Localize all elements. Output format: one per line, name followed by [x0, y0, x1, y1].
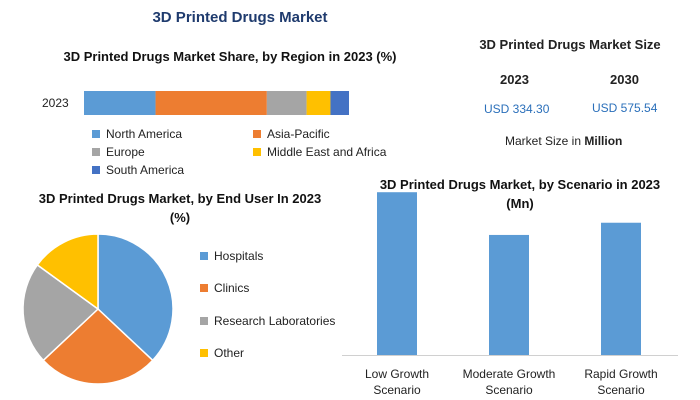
legend-label: South America	[106, 163, 185, 177]
legend-swatch	[200, 252, 208, 260]
x-tick-label-line: Rapid Growth	[584, 367, 658, 381]
legend-label: Asia-Pacific	[267, 127, 330, 141]
bar-moderate-growth-scenario	[489, 234, 529, 355]
x-tick-label-rapid-growth-scenario: Rapid Growth Scenario	[566, 366, 676, 398]
legend-item-hospitals: Hospitals	[200, 249, 263, 263]
bar-segment-south-america	[330, 91, 349, 115]
market-size-note: Market Size in Million	[505, 134, 622, 148]
market-size-2023-value: USD 334.30	[484, 102, 550, 116]
legend-item-clinics: Clinics	[200, 281, 249, 295]
bar-rapid-growth-scenario	[601, 222, 641, 355]
x-tick-label-line: Scenario	[485, 383, 533, 397]
legend-item-research-laboratories: Research Laboratories	[200, 314, 335, 328]
legend-swatch	[253, 148, 261, 156]
legend-swatch	[92, 130, 100, 138]
x-tick-label-line: Low Growth	[364, 367, 430, 381]
bar-segment-europe	[266, 91, 307, 115]
x-tick-label-low-growth-scenario: Low Growth Scenario	[342, 366, 452, 398]
legend-swatch	[253, 130, 261, 138]
legend-label: Clinics	[214, 281, 250, 295]
legend-label: North America	[106, 127, 183, 141]
legend-item-other: Other	[200, 346, 244, 360]
end-user-chart-title: 3D Printed Drugs Market, by End User In …	[38, 191, 322, 225]
scenario-chart-title: 3D Printed Drugs Market, by Scenario in …	[379, 177, 661, 211]
region-chart-title: 3D Printed Drugs Market Share, by Region…	[63, 49, 397, 64]
bar-segment-asia-pacific	[155, 91, 267, 115]
legend-swatch	[92, 166, 100, 174]
legend-label: Hospitals	[214, 249, 264, 263]
legend-swatch	[200, 317, 208, 325]
market-size-note-unit: Million	[584, 134, 623, 148]
legend-label: Research Laboratories	[214, 314, 336, 328]
pie-slice-research-laboratories	[22, 263, 100, 362]
x-tick-label-moderate-growth-scenario: Moderate Growth Scenario	[454, 366, 564, 398]
x-tick-label-line: Scenario	[597, 383, 645, 397]
pie-slice-other	[36, 233, 99, 311]
end-user-pie	[22, 233, 174, 385]
pie-slice-hospitals	[97, 233, 174, 362]
legend-item-north-america: North America	[92, 127, 182, 141]
legend-label: Other	[214, 346, 245, 360]
legend-label: Middle East and Africa	[267, 145, 387, 159]
x-tick-label-line: Moderate Growth	[462, 367, 556, 381]
legend-label: Europe	[106, 145, 145, 159]
region-stacked-bar: 2023	[42, 91, 349, 115]
market-size-note-prefix: Market Size in	[505, 134, 585, 148]
y-tick-label-2023: 2023	[42, 96, 69, 110]
market-size-2030-value: USD 575.54	[592, 101, 658, 115]
legend-swatch	[92, 148, 100, 156]
legend-item-south-america: South America	[92, 163, 184, 177]
main-title: 3D Printed Drugs Market	[152, 9, 328, 26]
bar-segment-middle-east-and-africa	[306, 91, 331, 115]
year-2023-label: 2023	[500, 72, 529, 87]
legend-item-europe: Europe	[92, 145, 145, 159]
x-tick-label-line: Scenario	[373, 383, 421, 397]
legend-swatch	[200, 349, 208, 357]
legend-swatch	[200, 284, 208, 292]
legend-item-asia-pacific: Asia-Pacific	[253, 127, 330, 141]
year-2030-label: 2030	[610, 72, 639, 87]
bar-low-growth-scenario	[377, 192, 417, 355]
bar-segment-north-america	[84, 91, 156, 115]
pie-slice-clinics	[42, 307, 154, 385]
legend-item-middle-east-and-africa: Middle East and Africa	[253, 145, 386, 159]
market-size-title: 3D Printed Drugs Market Size	[479, 37, 661, 52]
scenario-bar-chart	[342, 192, 678, 356]
